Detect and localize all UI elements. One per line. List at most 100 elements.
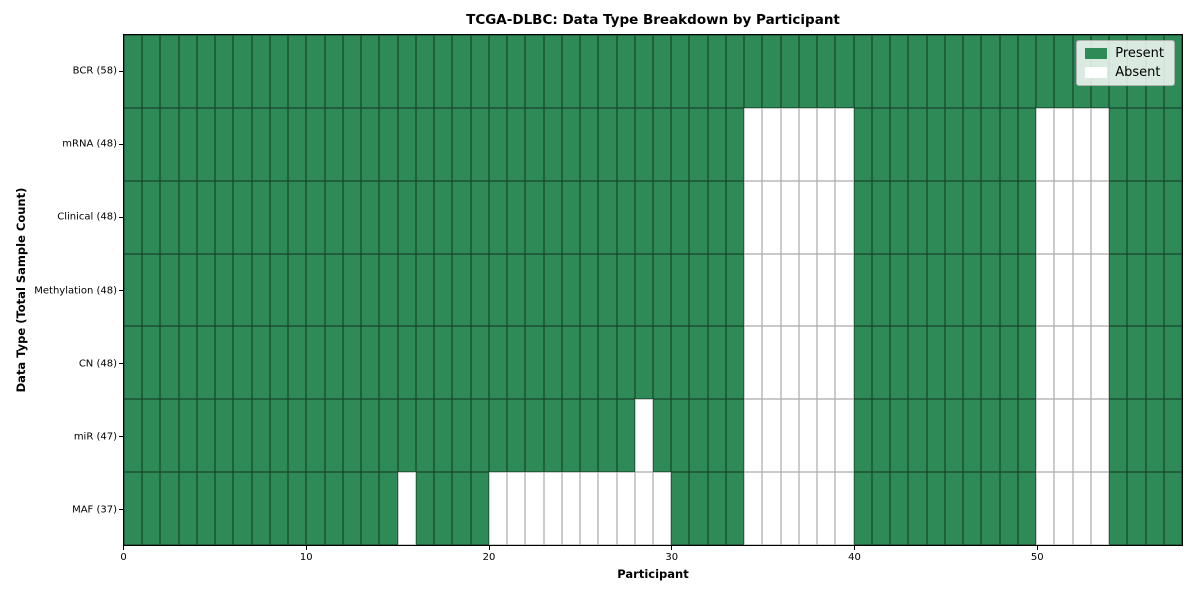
- heatmap-cell: [561, 35, 581, 108]
- heatmap-cell: [671, 326, 690, 400]
- heatmap-cell: [1054, 472, 1073, 545]
- heatmap-cell: [981, 472, 1000, 545]
- heatmap-cell: [379, 35, 398, 108]
- heatmap-cell: [890, 399, 909, 473]
- heatmap-cell: [652, 35, 672, 108]
- heatmap-cell: [1072, 399, 1091, 473]
- heatmap-cell: [379, 180, 398, 254]
- heatmap-cell: [160, 35, 179, 108]
- heatmap-cell: [306, 253, 325, 327]
- heatmap-cell: [671, 35, 690, 108]
- heatmap-cell: [561, 253, 581, 327]
- heatmap-cell: [178, 253, 197, 327]
- heatmap-cell: [871, 399, 891, 473]
- heatmap-cell: [981, 35, 1000, 108]
- heatmap-cell: [1017, 399, 1037, 473]
- heatmap-cell: [1109, 326, 1128, 400]
- heatmap-cell: [215, 326, 234, 400]
- heatmap-cell: [196, 35, 216, 108]
- heatmap-cell: [1054, 253, 1073, 327]
- heatmap-cell: [1054, 35, 1073, 108]
- heatmap-cell: [452, 107, 471, 181]
- x-tick: [1036, 546, 1038, 550]
- heatmap-cell: [871, 326, 891, 400]
- heatmap-cell: [470, 253, 489, 327]
- heatmap-cell: [1127, 472, 1146, 545]
- heatmap-cell: [142, 180, 161, 254]
- heatmap-cell: [379, 326, 398, 400]
- heatmap-cell: [835, 180, 854, 254]
- y-tick: [119, 290, 123, 291]
- heatmap-cell: [288, 107, 307, 181]
- heatmap-cell: [999, 253, 1018, 327]
- heatmap-cell: [871, 107, 891, 181]
- heatmap-cell: [452, 35, 471, 108]
- heatmap-cell: [1163, 472, 1182, 545]
- heatmap-cell: [707, 35, 726, 108]
- heatmap-cell: [652, 180, 672, 254]
- heatmap-cell: [944, 253, 964, 327]
- heatmap-cell: [434, 35, 453, 108]
- heatmap-cell: [926, 326, 945, 400]
- heatmap-cell: [124, 472, 143, 545]
- heatmap-cell: [853, 253, 872, 327]
- heatmap-cell: [1145, 326, 1164, 400]
- heatmap-cell: [1090, 472, 1110, 545]
- heatmap-cell: [525, 326, 544, 400]
- heatmap-cell: [981, 180, 1000, 254]
- heatmap-cell: [890, 253, 909, 327]
- heatmap-cell: [616, 326, 635, 400]
- heatmap-cell: [507, 107, 526, 181]
- heatmap-cell: [707, 253, 726, 327]
- x-tick: [305, 546, 307, 550]
- heatmap-cell: [525, 35, 544, 108]
- heatmap-cell: [124, 253, 143, 327]
- heatmap-cell: [944, 180, 964, 254]
- heatmap-cell: [944, 399, 964, 473]
- heatmap-cell: [853, 326, 872, 400]
- heatmap-cell: [342, 472, 362, 545]
- heatmap-cell: [269, 472, 289, 545]
- heatmap-cell: [944, 107, 964, 181]
- heatmap-cell: [999, 399, 1018, 473]
- heatmap-cell: [707, 472, 726, 545]
- heatmap-cell: [835, 326, 854, 400]
- heatmap-cell: [178, 472, 197, 545]
- y-tick: [119, 143, 123, 145]
- heatmap-cell: [817, 180, 836, 254]
- heatmap-cell: [488, 107, 508, 181]
- heatmap-cell: [981, 399, 1000, 473]
- heatmap-cell: [707, 180, 726, 254]
- y-tick-label: Methylation (48): [34, 285, 117, 296]
- heatmap-cell: [871, 253, 891, 327]
- heatmap-cell: [142, 399, 161, 473]
- heatmap-cell: [580, 472, 599, 545]
- heatmap-cell: [434, 399, 453, 473]
- y-tick-label: BCR (58): [72, 65, 117, 77]
- heatmap-cell: [434, 180, 453, 254]
- legend: Present Absent: [1076, 40, 1175, 86]
- heatmap-cell: [452, 180, 471, 254]
- heatmap-cell: [543, 399, 562, 473]
- heatmap-cell: [543, 253, 562, 327]
- y-tick-label: mRNA (48): [62, 138, 117, 150]
- heatmap-cell: [1036, 35, 1055, 108]
- heatmap-cell: [725, 399, 745, 473]
- heatmap-cell: [196, 399, 216, 473]
- heatmap-cell: [142, 326, 161, 400]
- heatmap-cell: [762, 180, 781, 254]
- heatmap-cell: [999, 107, 1018, 181]
- heatmap-cell: [1017, 180, 1037, 254]
- heatmap-cell: [762, 326, 781, 400]
- heatmap-cell: [1072, 472, 1091, 545]
- heatmap-cell: [178, 399, 197, 473]
- heatmap-cell: [251, 180, 270, 254]
- heatmap-cell: [1036, 326, 1055, 400]
- heatmap-cell: [525, 180, 544, 254]
- heatmap-cell: [269, 35, 289, 108]
- y-tick: [119, 70, 123, 72]
- heatmap-cell: [926, 180, 945, 254]
- heatmap-cell: [251, 253, 270, 327]
- heatmap-cell: [1145, 472, 1164, 545]
- heatmap-cell: [817, 399, 836, 473]
